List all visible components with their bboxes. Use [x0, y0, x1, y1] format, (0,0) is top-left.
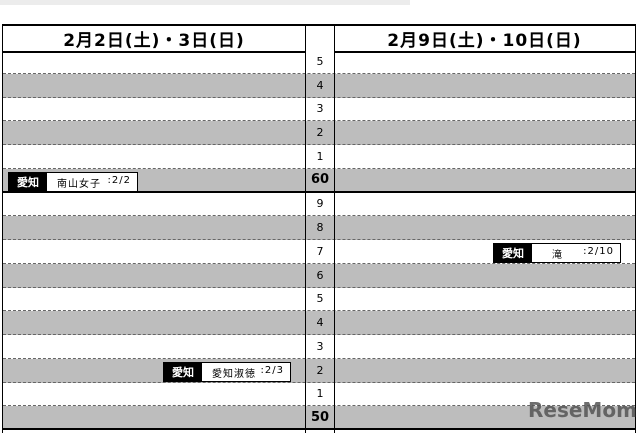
school-name: 愛知淑徳: [212, 368, 256, 380]
header-right-dates: 2月9日(土)・10日(日): [334, 24, 635, 53]
prefecture-label: 愛知: [9, 173, 47, 191]
table-row: 4: [3, 73, 635, 98]
table-row: 4: [3, 311, 635, 335]
divider: [305, 24, 306, 433]
prefecture-label: 愛知: [164, 363, 202, 381]
row-number: 8: [306, 216, 334, 239]
row-number: 9: [306, 192, 334, 216]
exam-date: :2/2: [107, 174, 131, 186]
table-row: 60: [3, 168, 635, 193]
school-name: 南山女子: [57, 178, 101, 190]
top-bar: [0, 0, 410, 5]
table-row: 1: [3, 382, 635, 407]
entry-tag: 愛知 滝 :2/10: [493, 243, 621, 263]
exam-date: :2/3: [260, 364, 284, 376]
row-number: 6: [306, 263, 334, 287]
table-row: 50: [3, 406, 635, 430]
divider: [334, 24, 335, 433]
header-left-dates: 2月2日(土)・3日(日): [3, 24, 305, 53]
row-number: 2: [306, 358, 334, 382]
header-center: [305, 24, 334, 53]
exam-date: :2/10: [583, 245, 614, 257]
school-name: 滝: [552, 249, 563, 261]
table-row: 5: [3, 50, 635, 74]
entry-tag: 愛知 愛知淑徳 :2/3: [163, 362, 291, 382]
table-row: 6: [3, 263, 635, 288]
table-row: 2: [3, 121, 635, 145]
table-row: 2: [3, 358, 635, 383]
row-number: 5: [306, 50, 334, 73]
table-row: 7: [3, 240, 635, 264]
row-number: 60: [306, 168, 334, 191]
entry-tag: 愛知 南山女子 :2/2: [8, 172, 138, 192]
row-number: 4: [306, 73, 334, 97]
row-number: 2: [306, 121, 334, 144]
row-number: 3: [306, 97, 334, 121]
row-number: 7: [306, 240, 334, 263]
row-number: 1: [306, 382, 334, 406]
table-row: 5: [3, 287, 635, 312]
row-number: 3: [306, 335, 334, 358]
row-number: 5: [306, 287, 334, 311]
schedule-table: 2月2日(土)・3日(日) 2月9日(土)・10日(日) 5 4 3 2 1 60 9 8 7 6…: [2, 24, 636, 433]
table-row: 3: [3, 97, 635, 122]
row-number: 50: [306, 406, 334, 428]
row-number: 1: [306, 145, 334, 168]
table-row: 3: [3, 335, 635, 359]
table-row: 1: [3, 145, 635, 169]
table-row: 9: [3, 192, 635, 217]
table-row: 8: [3, 216, 635, 240]
resemom-logo: ReseMom: [528, 398, 637, 422]
prefecture-label: 愛知: [494, 244, 532, 262]
row-number: 4: [306, 311, 334, 334]
